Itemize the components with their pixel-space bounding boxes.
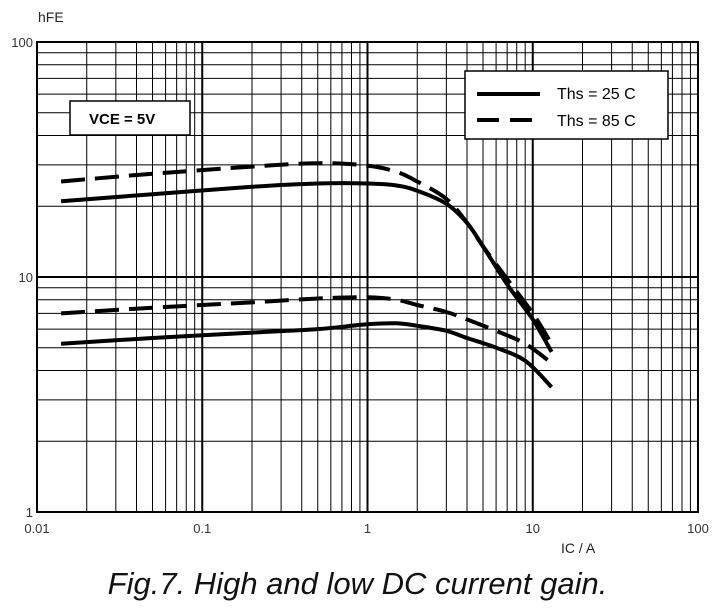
annotation-text: VCE = 5V	[89, 111, 155, 128]
x-tick-label: 0.1	[193, 521, 211, 536]
y-tick-label: 1	[26, 505, 33, 520]
chart-series	[60, 161, 554, 389]
series-line-0	[60, 181, 554, 353]
chart-axes	[36, 41, 699, 513]
y-tick-label: 100	[11, 35, 33, 50]
y-tick-label: 10	[19, 270, 33, 285]
legend-label-85c: Ths = 85 C	[557, 113, 636, 130]
legend-label-25c: Ths = 25 C	[557, 86, 636, 103]
series-line-1	[60, 161, 554, 345]
legend: Ths = 25 C Ths = 85 C	[464, 70, 669, 140]
tick-labels: 0.01 0.1 1 10 100 1 10 100	[11, 35, 709, 536]
x-tick-label: 100	[687, 521, 709, 536]
x-tick-label: 0.01	[24, 521, 49, 536]
series-line-3	[60, 295, 553, 365]
x-tick-label: 1	[364, 521, 371, 536]
annotation-box: VCE = 5V	[69, 100, 191, 136]
y-axis-title: hFE	[38, 9, 64, 25]
x-axis-title: IC / A	[561, 540, 596, 556]
plot-frame	[36, 41, 699, 513]
series-line-2	[60, 321, 554, 389]
figure-caption: Fig.7. High and low DC current gain.	[107, 566, 608, 601]
x-tick-label: 10	[526, 521, 540, 536]
